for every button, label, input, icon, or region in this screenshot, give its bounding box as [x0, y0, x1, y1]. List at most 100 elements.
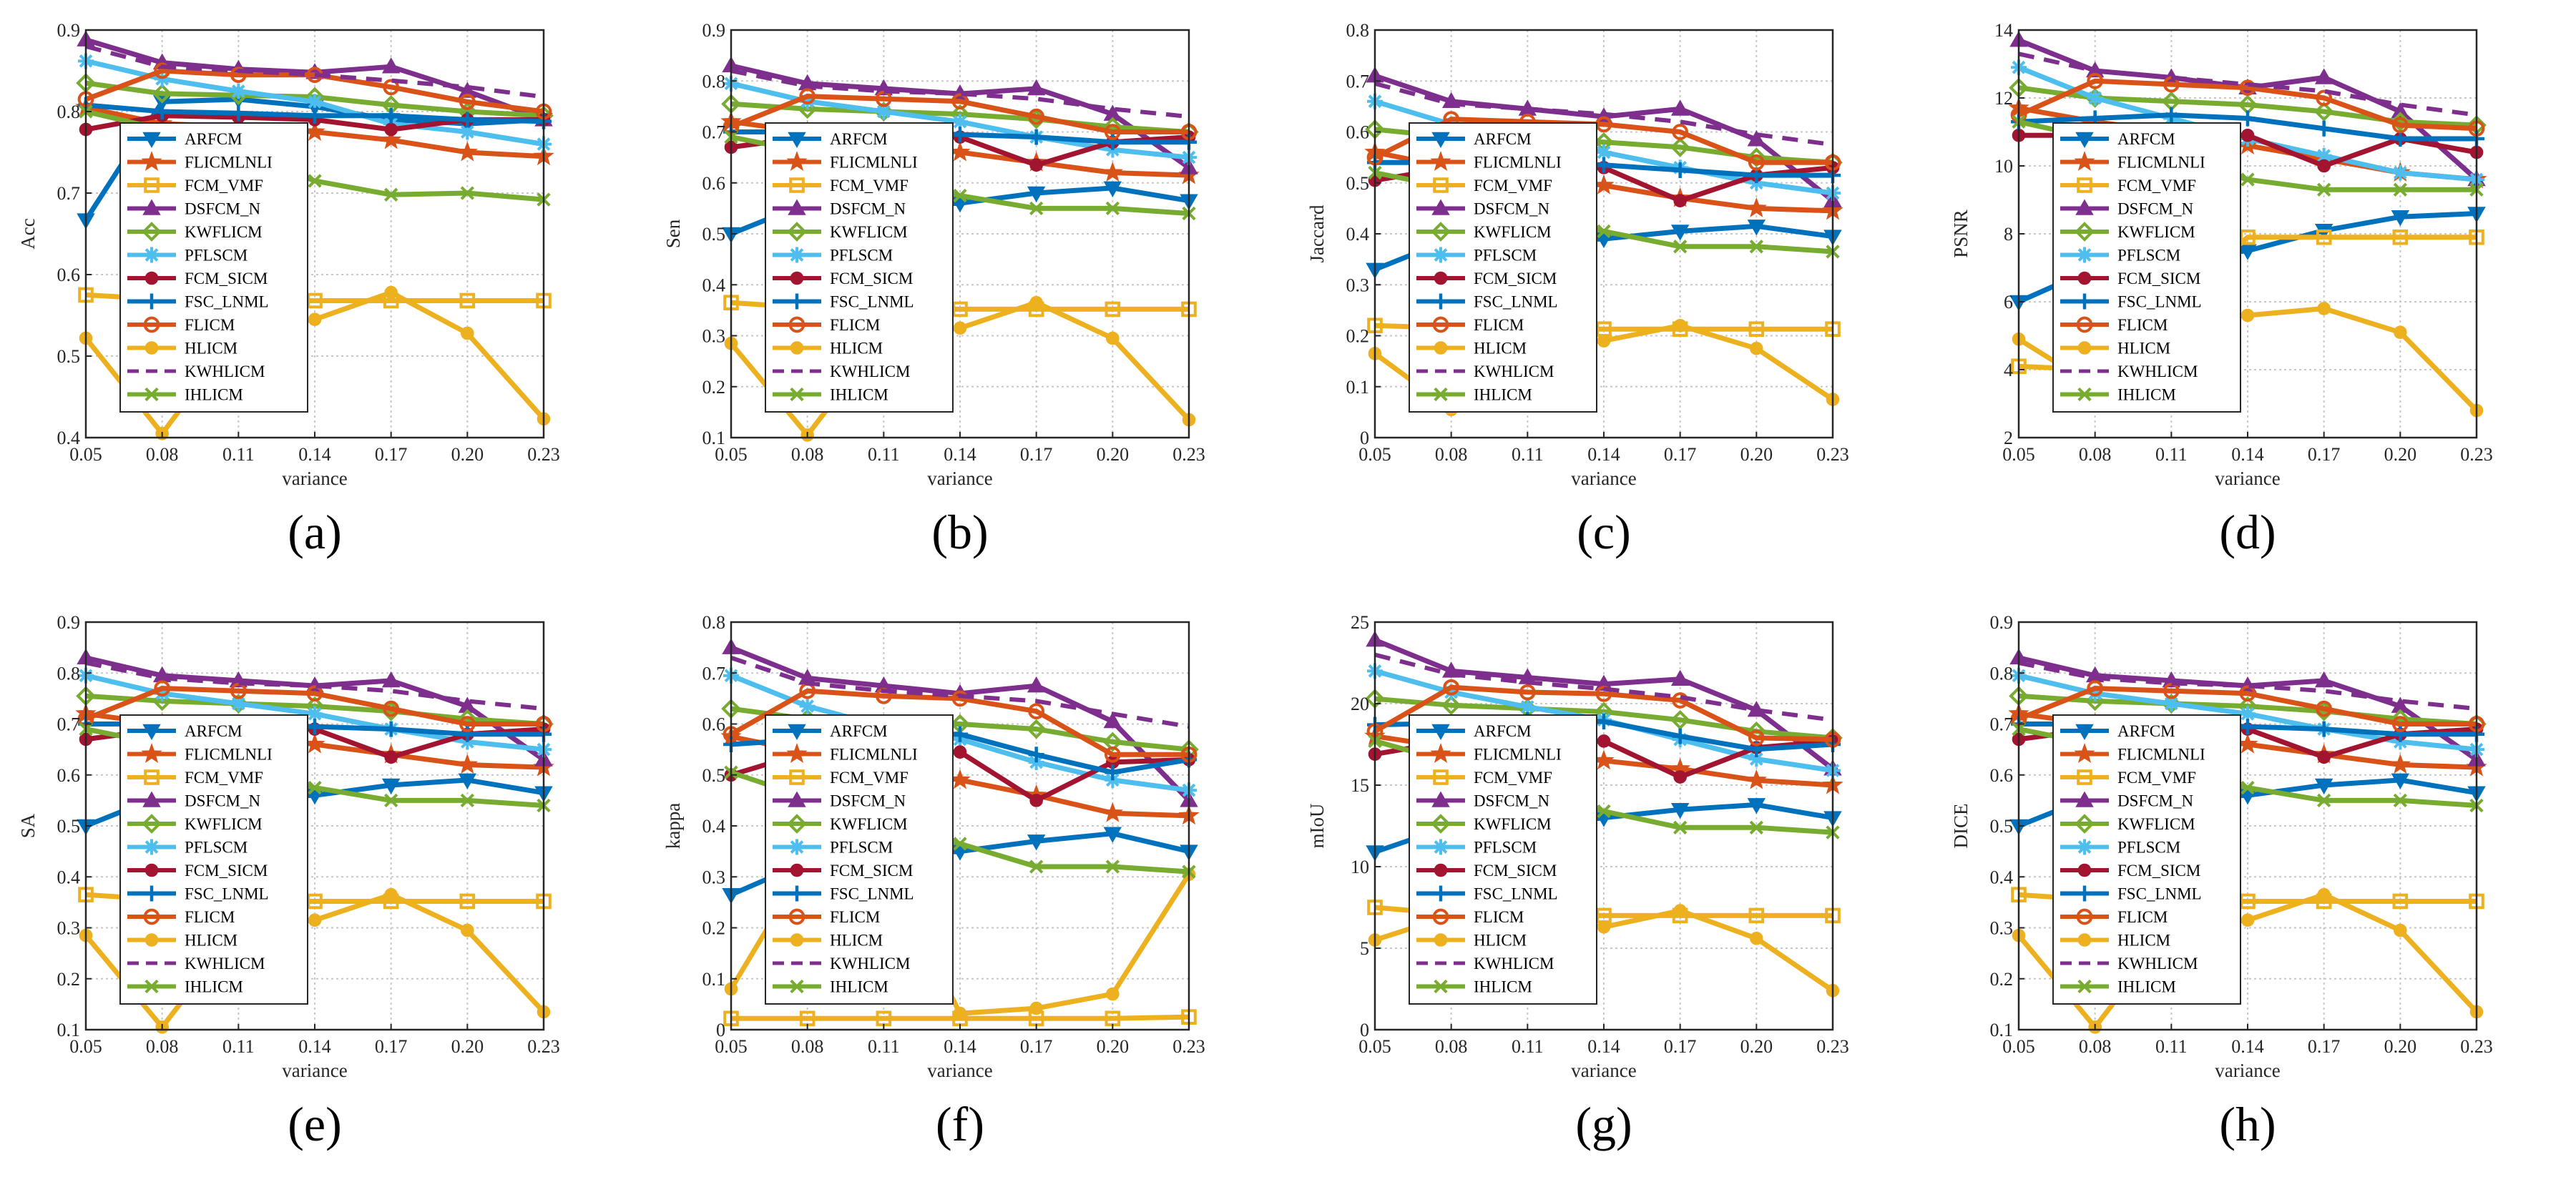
- data-point-pflscm: [154, 71, 170, 87]
- legend-label-flicmlnli: FLICMLNLI: [830, 154, 918, 172]
- y-tick-label: 0.6: [1990, 765, 2014, 786]
- y-tick-label: 0.3: [57, 918, 81, 939]
- y-tick-label: 0.4: [702, 275, 726, 295]
- legend-label-kwhlicm: KWHLICM: [830, 955, 910, 972]
- x-tick-label: 0.11: [868, 1036, 900, 1057]
- legend-label-fcm_sicm: FCM_SICM: [1474, 862, 1557, 880]
- data-point-ihlicm: [953, 188, 967, 203]
- data-point-fsc_lnml: [1596, 714, 1612, 730]
- data-point-arfcm: [1027, 186, 1046, 203]
- x-tick-label: 0.11: [2155, 444, 2188, 465]
- y-tick-label: 0.4: [702, 816, 726, 837]
- legend-label-flicm: FLICM: [830, 316, 880, 334]
- x-tick-label: 0.23: [1816, 444, 1849, 465]
- data-point-pflscm: [2087, 685, 2103, 701]
- data-point-hlicm: [384, 887, 398, 902]
- data-point-flicm: [2316, 89, 2333, 107]
- legend-marker-hlicm: [145, 341, 159, 355]
- data-point-dsfcm_n: [458, 82, 477, 98]
- x-tick-label: 0.11: [1512, 1036, 1544, 1057]
- x-tick-label: 0.14: [944, 1036, 976, 1057]
- data-point-dsfcm_n: [1747, 130, 1766, 147]
- data-point-hlicm: [1750, 932, 1763, 945]
- legend-marker-pflscm: [144, 839, 160, 855]
- data-point-fsc_lnml: [307, 107, 323, 124]
- data-point-fsc_lnml: [1028, 129, 1044, 145]
- legend-label-arfcm: ARFCM: [830, 722, 888, 740]
- y-tick-label: 0.2: [57, 969, 81, 990]
- data-point-kwflicm: [1102, 732, 1123, 752]
- series-flicm: [1366, 679, 1841, 748]
- data-point-fsc_lnml: [1105, 134, 1121, 150]
- legend-marker-pflscm: [789, 247, 805, 263]
- legend-label-arfcm: ARFCM: [1474, 722, 1532, 740]
- legend-label-kwflicm: KWFLICM: [185, 223, 263, 241]
- legend-marker-dsfcm_n: [1431, 199, 1450, 215]
- legend-label-pflscm: PFLSCM: [2117, 839, 2180, 857]
- y-tick-label: 0.7: [1346, 71, 1370, 92]
- x-axis-label: variance: [282, 468, 347, 489]
- x-tick-label: 0.17: [1020, 444, 1053, 465]
- legend-label-fcm_sicm: FCM_SICM: [830, 270, 913, 287]
- legend-marker-hlicm: [790, 341, 804, 355]
- legend-marker-dsfcm_n: [788, 199, 806, 215]
- y-tick-label: 0.5: [57, 346, 81, 367]
- legend-marker-flicm: [2076, 316, 2093, 333]
- legend-label-kwflicm: KWFLICM: [2117, 815, 2195, 833]
- data-point-fsc_lnml: [230, 105, 247, 122]
- data-point-fsc_lnml: [2392, 726, 2409, 742]
- legend-marker-kwflicm: [787, 814, 807, 834]
- x-axis-label: variance: [1571, 1060, 1636, 1081]
- x-tick-label: 0.23: [2460, 444, 2493, 465]
- legend: ARFCM FLICMLNLI FCM_VMF DSFCM_N KWFLICM PFLSC…: [1409, 714, 1597, 1005]
- data-point-fcm_sicm: [953, 745, 967, 759]
- series-kwhlicm: [730, 656, 1190, 729]
- x-tick-label: 0.14: [1587, 1036, 1620, 1057]
- legend-marker-arfcm: [1431, 724, 1450, 741]
- data-point-fcm_sicm: [384, 750, 398, 764]
- x-tick-label: 0.17: [2308, 444, 2341, 465]
- legend-label-kwhlicm: KWHLICM: [1474, 955, 1554, 972]
- data-point-flicmlnli: [1745, 197, 1767, 217]
- data-point-ihlicm: [1029, 201, 1044, 216]
- data-point-hlicm: [1597, 334, 1611, 348]
- legend-marker-kwflicm: [142, 222, 162, 242]
- x-tick-label: 0.05: [69, 1036, 102, 1057]
- legend-marker-fcm_sicm: [790, 271, 804, 285]
- data-point-ihlicm: [1673, 240, 1688, 254]
- legend-label-hlicm: HLICM: [1474, 932, 1527, 950]
- data-point-dsfcm_n: [1670, 99, 1690, 116]
- data-point-fcm_sicm: [2240, 128, 2255, 142]
- y-tick-label: 0.2: [1346, 326, 1370, 347]
- x-tick-label: 0.05: [1358, 1036, 1391, 1057]
- data-point-ihlicm: [2317, 182, 2331, 197]
- legend-label-pflscm: PFLSCM: [830, 839, 893, 857]
- legend-label-arfcm: ARFCM: [2117, 722, 2175, 740]
- y-tick-label: 0.7: [57, 183, 81, 204]
- series-line-flicm: [84, 686, 544, 727]
- data-point-pflscm: [876, 104, 892, 119]
- data-point-ihlicm: [2240, 780, 2255, 795]
- legend-label-ihlicm: IHLICM: [1474, 978, 1532, 996]
- x-tick-label: 0.08: [1435, 444, 1468, 465]
- legend-box: [765, 122, 954, 413]
- legend-marker-arfcm: [2075, 724, 2094, 741]
- data-point-kwflicm: [1441, 695, 1461, 716]
- legend-marker-kwflicm: [1431, 814, 1451, 834]
- data-point-ihlicm: [1597, 224, 1611, 239]
- legend-label-pflscm: PFLSCM: [185, 839, 248, 857]
- data-point-flicm: [306, 685, 323, 702]
- data-point-fcm_sicm: [2317, 750, 2331, 764]
- data-point-dsfcm_n: [381, 57, 401, 74]
- data-point-fsc_lnml: [459, 726, 476, 742]
- legend-marker-dsfcm_n: [142, 199, 161, 215]
- data-point-pflscm: [230, 696, 247, 711]
- data-point-fcm_vmf: [1105, 301, 1121, 317]
- legend-marker-dsfcm_n: [2075, 791, 2094, 807]
- data-point-fsc_lnml: [383, 107, 399, 124]
- panel-label: (c): [1577, 505, 1630, 559]
- data-point-pflscm: [799, 698, 816, 714]
- y-axis-label: PSNR: [1950, 210, 1972, 258]
- data-point-fsc_lnml: [383, 721, 399, 737]
- data-point-fsc_lnml: [952, 127, 968, 143]
